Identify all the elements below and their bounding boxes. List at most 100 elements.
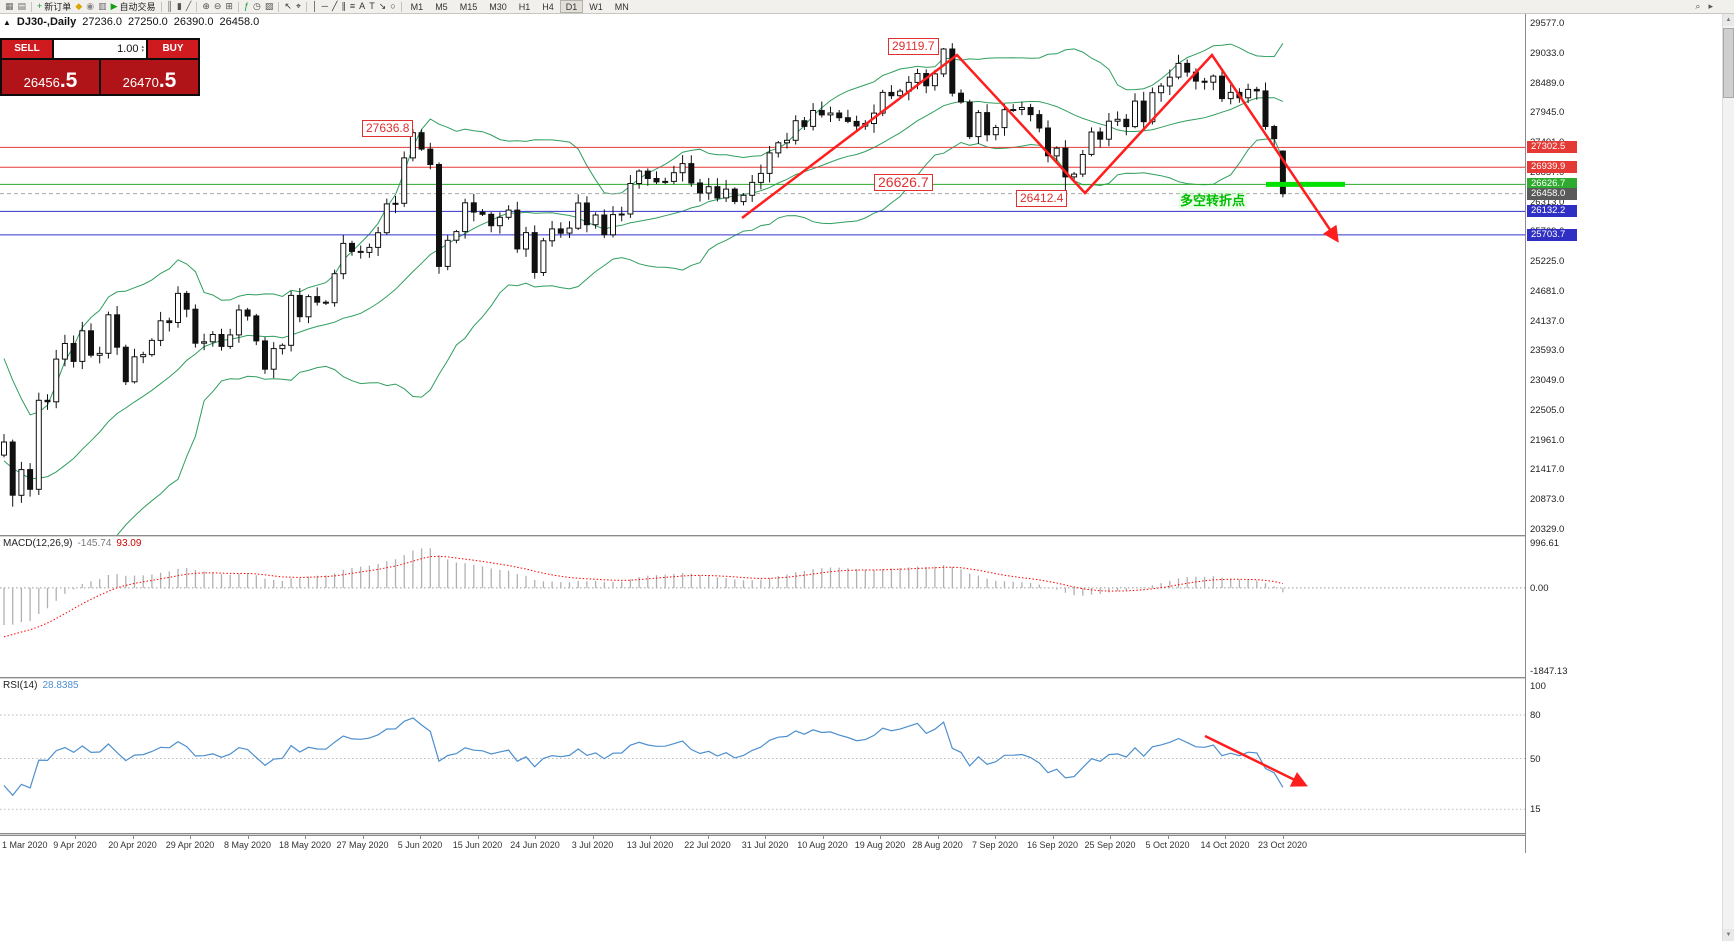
- metaeditor-icon: ◆: [75, 1, 83, 11]
- rsi-canvas[interactable]: [0, 679, 1525, 833]
- annotation-label[interactable]: 26412.4: [1016, 190, 1068, 207]
- cursor-icon-button[interactable]: ↖: [282, 0, 294, 13]
- autotrading-icon-button[interactable]: ▶ 自动交易: [109, 0, 158, 13]
- text-icon-button[interactable]: A: [357, 0, 367, 13]
- price-axis[interactable]: 29577.029033.028489.027945.027401.026857…: [1525, 14, 1611, 853]
- line-chart-icon-button[interactable]: ╱: [184, 0, 193, 13]
- date-label: 22 Jul 2020: [684, 840, 731, 850]
- date-label: 13 Jul 2020: [626, 840, 674, 850]
- horizontal-line-icon: ─: [321, 1, 328, 11]
- buy-price[interactable]: 26470.5: [101, 60, 198, 94]
- annotation-label[interactable]: 29119.7: [888, 38, 939, 55]
- price-axis-label: 23049.0: [1530, 375, 1565, 387]
- rsi-value: 28.8385: [42, 680, 79, 691]
- periods-icon-button[interactable]: ◷: [251, 0, 263, 13]
- date-tick: [1282, 836, 1284, 839]
- indicators-icon-button[interactable]: ƒ: [242, 0, 251, 13]
- sell-price[interactable]: 26456.5: [2, 60, 99, 94]
- price-axis-label: 25225.0: [1530, 256, 1565, 268]
- scrollbar-down-arrow[interactable]: ▼: [1723, 929, 1734, 941]
- scrollbar-thumb[interactable]: [1723, 28, 1734, 98]
- volume-input[interactable]: 1.00 ▴ ▾: [54, 40, 146, 58]
- text-icon: A: [359, 1, 366, 11]
- buy-button[interactable]: BUY: [148, 40, 198, 58]
- label-icon-button[interactable]: T: [367, 0, 377, 13]
- volume-stepper[interactable]: ▴ ▾: [141, 44, 144, 54]
- annotation-label[interactable]: 27636.8: [362, 120, 414, 137]
- panel-splitter[interactable]: [0, 535, 1525, 537]
- turning-point-label[interactable]: 多空转折点: [1178, 190, 1248, 209]
- price-axis-label: 21417.0: [1530, 464, 1565, 476]
- templates-icon-button[interactable]: ▨: [263, 0, 276, 13]
- fibonacci-icon-button[interactable]: ≡: [348, 0, 357, 13]
- bar-chart-icon-button[interactable]: ║: [165, 0, 175, 13]
- timeframe-h1[interactable]: H1: [518, 2, 531, 12]
- horizontal-lines[interactable]: [0, 146, 1525, 236]
- zoom-in-icon-button[interactable]: ⊕: [200, 0, 212, 13]
- stepper-down-icon[interactable]: ▾: [141, 48, 144, 54]
- timeframe-h4[interactable]: H4: [542, 2, 554, 12]
- price-axis-label: 24681.0: [1530, 285, 1565, 297]
- panel-splitter[interactable]: [0, 833, 1525, 835]
- vertical-line-icon-button[interactable]: │: [310, 0, 320, 13]
- timeframe-m30[interactable]: M30: [489, 2, 507, 12]
- macd-axis-label: -1847.13: [1530, 666, 1568, 677]
- vertical-scrollbar[interactable]: ▲ ▼: [1722, 14, 1734, 941]
- macd-canvas[interactable]: [0, 537, 1525, 677]
- candlestick-icon-button[interactable]: ▮: [175, 0, 184, 13]
- time-axis[interactable]: 1 Mar 2020 9 Apr 2020 20 Apr 2020 29 Apr 20…: [0, 835, 1610, 853]
- annotation-label[interactable]: 26626.7: [874, 174, 933, 191]
- search-icon[interactable]: ⌕: [1693, 0, 1702, 13]
- shapes-icon-button[interactable]: ○: [388, 0, 397, 13]
- one-click-trading-panel: SELL 1.00 ▴ ▾ BUY 26456.5 26470.5: [0, 38, 200, 96]
- sell-button[interactable]: SELL: [2, 40, 52, 58]
- main-chart-canvas[interactable]: [0, 14, 1525, 535]
- alerts-icon-button[interactable]: ◉: [84, 0, 96, 13]
- trend-arrows[interactable]: [741, 52, 1339, 243]
- scroll-to-end-icon[interactable]: ▸: [1706, 0, 1715, 13]
- channel-icon: ∥: [341, 1, 346, 11]
- date-label: 19 Aug 2020: [854, 840, 906, 850]
- new-order-icon-button[interactable]: + 新订单: [35, 0, 73, 13]
- toolbar-separator: [31, 1, 33, 12]
- price-tag: 26626.7: [1527, 178, 1577, 191]
- stepper-up-icon[interactable]: ▴: [141, 44, 144, 50]
- navigator-icon-button[interactable]: ▥: [96, 0, 109, 13]
- toolbar: ▦ ▤ + 新订单 ◆ ◉ ▥ ▶ 自动交易 ║ ▮ ╱ ⊕ ⊖ ⊞ ƒ ◷ ▨ ↖ ⌖ │ ─ ╱ ∥ ≡ A T ↘ ○ M1 M5 M…: [0, 0, 1734, 14]
- rsi-label: RSI(14) 28.8385: [3, 680, 79, 691]
- timeframe-m1[interactable]: M1: [410, 2, 424, 12]
- channel-icon-button[interactable]: ∥: [339, 0, 348, 13]
- profiles-icon-button[interactable]: ▤: [16, 0, 29, 13]
- bollinger-bands: [3, 43, 1284, 535]
- toolbar-separator: [160, 1, 162, 12]
- tile-windows-icon: ⊞: [225, 1, 233, 11]
- timeframe-m5[interactable]: M5: [435, 2, 448, 12]
- symbol-period-label: DJ30-,Daily: [16, 16, 77, 28]
- date-tick: [132, 836, 134, 839]
- timeframe-d1[interactable]: D1: [559, 0, 584, 13]
- timeframe-m15[interactable]: M15: [459, 2, 478, 12]
- indicators-icon: ƒ: [243, 1, 249, 11]
- ohlc-high: 27250.0: [128, 16, 168, 28]
- date-tick: [707, 836, 709, 839]
- rsi-trend-arrow[interactable]: [1204, 734, 1308, 787]
- metaeditor-icon-button[interactable]: ◆: [73, 0, 84, 13]
- zoom-out-icon-button[interactable]: ⊖: [212, 0, 224, 13]
- timeframe-w1[interactable]: W1: [589, 2, 603, 12]
- tile-windows-icon-button[interactable]: ⊞: [223, 0, 235, 13]
- ohlc-open: 27236.0: [82, 16, 122, 28]
- price-axis-label: 29577.0: [1530, 18, 1565, 29]
- horizontal-line-icon-button[interactable]: ─: [320, 0, 330, 13]
- rsi-line: [3, 717, 1284, 797]
- arrows-icon-button[interactable]: ↘: [377, 0, 389, 13]
- price-axis-label: 27945.0: [1530, 107, 1565, 119]
- scrollbar-up-arrow[interactable]: ▲: [1723, 14, 1734, 26]
- chart-area: ▲ DJ30-,Daily 27236.0 27250.0 26390.0 26…: [0, 14, 1610, 535]
- new-chart-icon-button[interactable]: ▦: [3, 0, 16, 13]
- crosshair-icon-button[interactable]: ⌖: [294, 0, 303, 13]
- date-label: 5 Jun 2020: [397, 840, 443, 850]
- panel-splitter[interactable]: [0, 677, 1525, 679]
- trade-panel-toggle-icon[interactable]: ▲: [3, 17, 11, 27]
- trendline-icon-button[interactable]: ╱: [330, 0, 339, 13]
- timeframe-mn[interactable]: MN: [614, 2, 629, 12]
